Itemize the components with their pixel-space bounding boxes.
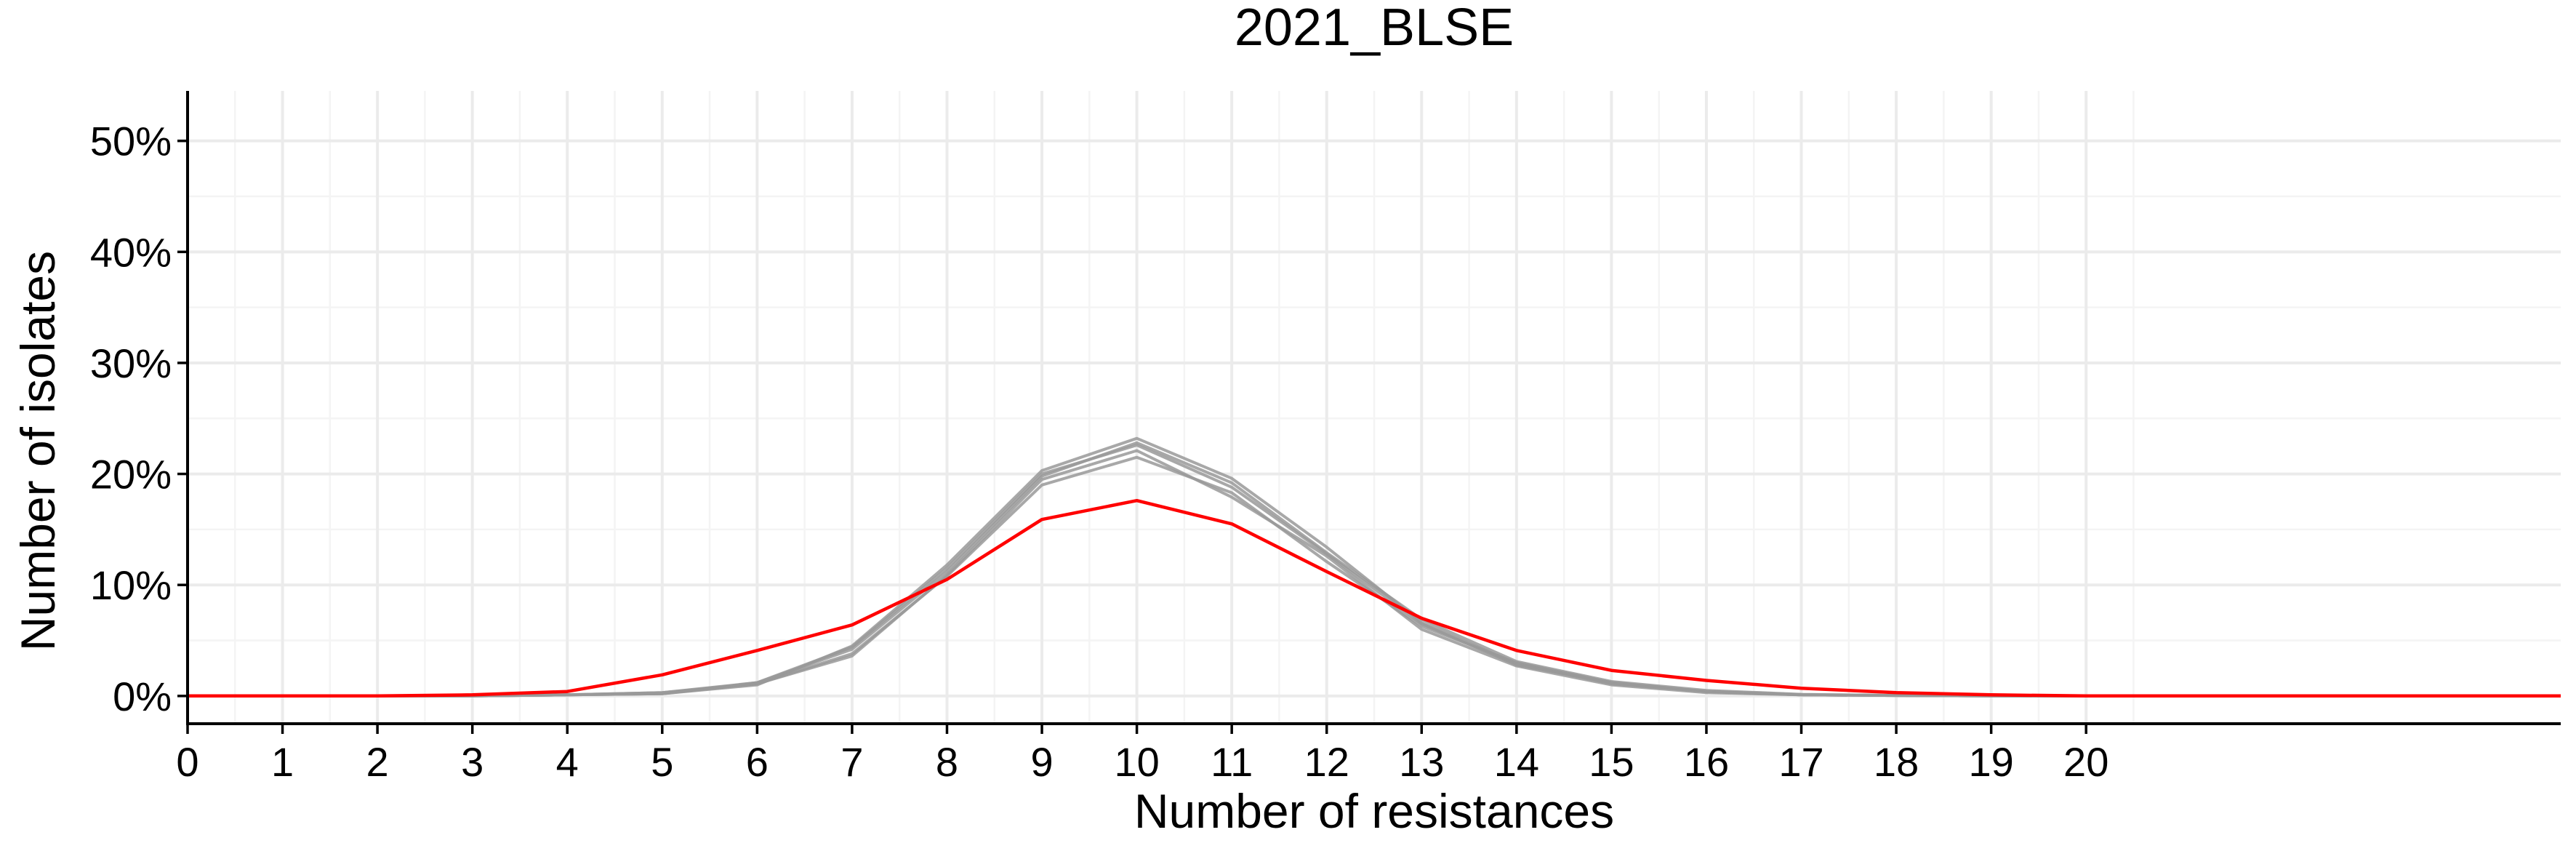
x-tick-label: 13: [1399, 739, 1444, 785]
x-tick-label: 1: [271, 739, 294, 785]
y-tick-label: 50%: [90, 119, 172, 164]
chart-title: 2021_BLSE: [1235, 0, 1514, 57]
series-layer: [188, 436, 2561, 698]
x-tick-label: 14: [1494, 739, 1539, 785]
y-tick-label: 30%: [90, 340, 172, 386]
x-tick-label: 3: [461, 739, 483, 785]
axes: 0 1 2 3 4 5 6 7 8 9 10 11 12 13 14 15 16 17 18 19 200%10%20%…: [90, 91, 2561, 785]
x-axis-title: Number of resistances: [1134, 784, 1614, 838]
x-tick-label: 4: [556, 739, 579, 785]
x-tick-label: 11: [1211, 739, 1253, 785]
x-tick-label: 12: [1304, 739, 1349, 785]
background-series-line: [188, 443, 2561, 698]
x-tick-label: 9: [1030, 739, 1053, 785]
y-tick-label: 10%: [90, 562, 172, 608]
x-tick-label: 7: [840, 739, 863, 785]
x-tick-label: 17: [1778, 739, 1823, 785]
y-axis-title: Number of isolates: [11, 251, 65, 651]
x-tick-label: 5: [651, 739, 673, 785]
highlighted-series-line: [188, 498, 2561, 698]
y-tick-label: 40%: [90, 229, 172, 275]
y-tick-label: 0%: [113, 674, 172, 719]
x-tick-label: 8: [936, 739, 958, 785]
y-tick-label: 20%: [90, 452, 172, 498]
x-tick-label: 16: [1684, 739, 1729, 785]
x-tick-label: 20: [2063, 739, 2108, 785]
x-tick-label: 18: [1874, 739, 1919, 785]
x-tick-label: 15: [1589, 739, 1634, 785]
x-tick-label: 2: [366, 739, 389, 785]
x-tick-label: 10: [1114, 739, 1159, 785]
x-tick-label: 19: [1968, 739, 2013, 785]
grid: [186, 91, 2561, 724]
x-tick-label: 6: [746, 739, 769, 785]
x-tick-label: 0: [176, 739, 198, 785]
